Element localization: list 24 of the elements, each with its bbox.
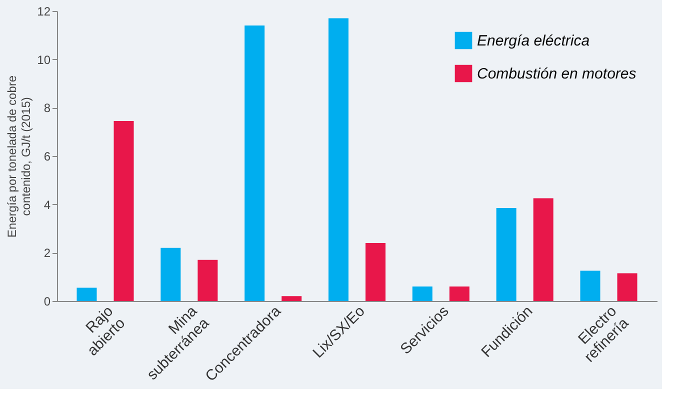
- bar: [160, 248, 181, 301]
- bar: [114, 120, 134, 301]
- bar: [198, 260, 218, 301]
- bar: [412, 286, 432, 301]
- y-tick-label: 8: [44, 101, 51, 116]
- bar: [617, 273, 638, 301]
- bar: [449, 286, 470, 301]
- y-tick-label: 2: [44, 246, 51, 260]
- bar: [580, 270, 600, 301]
- legend-label: Energía eléctrica: [477, 32, 590, 50]
- bar: [533, 198, 554, 301]
- y-tick-label: 6: [44, 150, 51, 164]
- legend-label: Combustión en motores: [477, 66, 637, 82]
- bar: [282, 296, 302, 301]
- y-tick-label: 12: [37, 4, 51, 18]
- y-tick-label: 0: [44, 294, 51, 308]
- bar: [366, 243, 386, 301]
- bar: [328, 18, 348, 301]
- bar: [244, 26, 265, 301]
- y-tick-label: 4: [44, 198, 51, 212]
- bar: [76, 288, 97, 301]
- y-tick-label: 10: [37, 52, 51, 67]
- y-axis-title: Energía por tonelada de cobre contenido, GJ/t (2015): [5, 75, 34, 238]
- bar: [496, 208, 516, 301]
